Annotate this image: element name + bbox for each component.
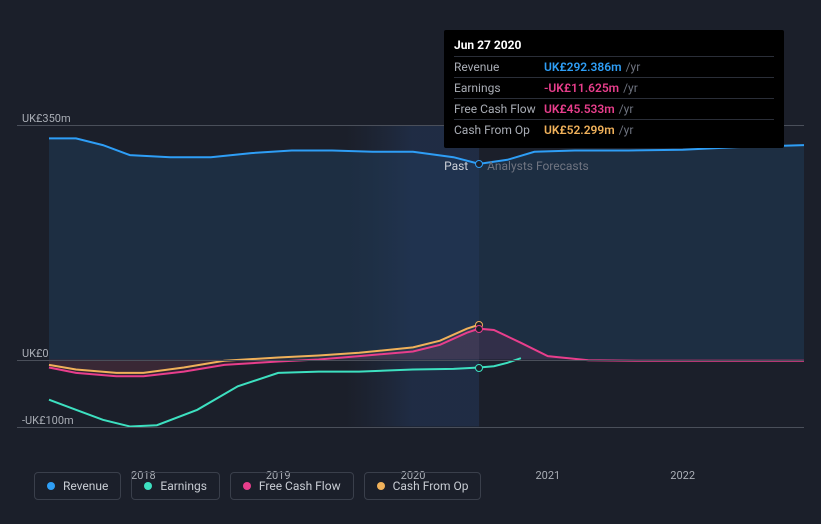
y-axis-label: UK£0	[22, 347, 49, 360]
tooltip-label: Earnings	[454, 81, 544, 95]
tooltip-label: Cash From Op	[454, 123, 544, 137]
chart-legend: Revenue Earnings Free Cash Flow Cash From O…	[34, 472, 481, 500]
legend-label: Free Cash Flow	[259, 479, 341, 493]
x-axis-label: 2022	[670, 469, 695, 482]
tooltip-unit: /yr	[623, 81, 638, 95]
tooltip-value: UK£52.299m	[544, 123, 615, 137]
past-label: Past	[444, 159, 468, 173]
gridline-y	[17, 427, 804, 428]
marker-revenue	[475, 160, 483, 168]
tooltip-row: RevenueUK£292.386m/yr	[454, 56, 774, 77]
tooltip-label: Revenue	[454, 60, 544, 74]
tooltip-row: Free Cash FlowUK£45.533m/yr	[454, 98, 774, 119]
chart-svg	[17, 125, 804, 460]
legend-item-earnings[interactable]: Earnings	[131, 472, 220, 500]
marker-earnings	[475, 364, 483, 372]
tooltip-unit: /yr	[619, 102, 634, 116]
tooltip-unit: /yr	[626, 60, 641, 74]
legend-item-cfo[interactable]: Cash From Op	[364, 472, 482, 500]
legend-dot-icon	[144, 482, 152, 490]
x-axis-label: 2021	[535, 469, 560, 482]
marker-fcf	[475, 325, 483, 333]
tooltip-date: Jun 27 2020	[454, 38, 774, 56]
y-axis-label: -UK£100m	[22, 414, 74, 427]
legend-label: Revenue	[63, 479, 108, 493]
forecast-label: Analysts Forecasts	[487, 159, 589, 173]
chart-tooltip: Jun 27 2020 RevenueUK£292.386m/yrEarning…	[444, 30, 784, 148]
chart-plot[interactable]: UK£350mUK£0-UK£100m20182019202020212022 …	[17, 125, 804, 460]
legend-label: Cash From Op	[393, 479, 469, 493]
chart-container: Jun 27 2020 RevenueUK£292.386m/yrEarning…	[17, 10, 804, 514]
legend-item-fcf[interactable]: Free Cash Flow	[230, 472, 354, 500]
tooltip-unit: /yr	[619, 123, 634, 137]
tooltip-value: UK£45.533m	[544, 102, 615, 116]
tooltip-value: UK£292.386m	[544, 60, 622, 74]
legend-dot-icon	[47, 482, 55, 490]
legend-label: Earnings	[160, 479, 207, 493]
tooltip-label: Free Cash Flow	[454, 102, 544, 116]
gridline-y	[17, 360, 804, 361]
tooltip-row: Cash From OpUK£52.299m/yr	[454, 119, 774, 140]
y-axis-label: UK£350m	[22, 112, 71, 125]
legend-item-revenue[interactable]: Revenue	[34, 472, 121, 500]
legend-dot-icon	[377, 482, 385, 490]
tooltip-row: Earnings-UK£11.625m/yr	[454, 77, 774, 98]
legend-dot-icon	[243, 482, 251, 490]
tooltip-value: -UK£11.625m	[544, 81, 619, 95]
